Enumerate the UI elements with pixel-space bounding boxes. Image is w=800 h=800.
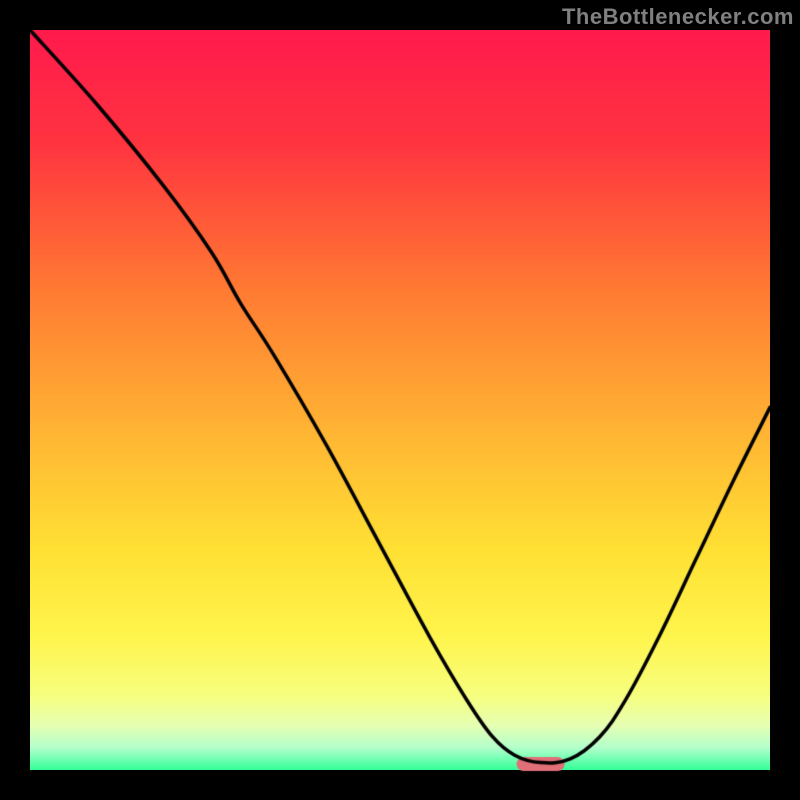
- curve-overlay: [0, 0, 800, 800]
- chart-container: TheBottlenecker.com: [0, 0, 800, 800]
- watermark-text: TheBottlenecker.com: [562, 4, 794, 30]
